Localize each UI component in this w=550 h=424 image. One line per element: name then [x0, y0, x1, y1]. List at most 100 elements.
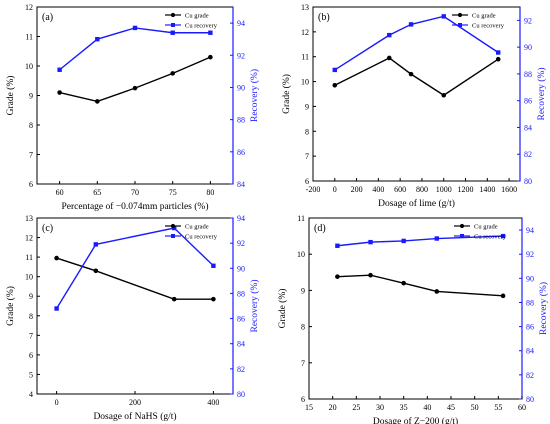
y2-tick-label: 86 [524, 97, 532, 106]
data-point-recovery [57, 67, 62, 72]
legend-label-recovery: Cu recovery [185, 23, 218, 30]
y-tick-label: 11 [25, 253, 33, 262]
x-tick-label: 400 [372, 185, 384, 194]
x-tick-label: 1600 [501, 185, 517, 194]
y2-tick-label: 84 [524, 123, 532, 132]
data-point-grade [54, 255, 59, 261]
y-tick-label: 10 [25, 273, 33, 282]
data-point-recovery [500, 233, 506, 239]
data-point-recovery [132, 25, 138, 31]
x-tick-label: 60 [518, 403, 526, 412]
y-tick-label: 11 [301, 53, 309, 62]
x-tick-label: 600 [394, 185, 406, 194]
y2-tick-label: 92 [237, 239, 245, 248]
x-tick-label: 20 [329, 403, 337, 412]
panel-1: 60 65 70 75 80 6 7 8 9 10 11 12 84 86 88 90 92 94 Percenta… [5, 3, 260, 212]
y2-tick-label: 94 [526, 226, 534, 235]
y-tick-label: 7 [305, 152, 309, 161]
legend-label-grade: Cu grade [185, 224, 209, 231]
plot-frame [312, 6, 521, 182]
series-line-grade [334, 57, 499, 97]
legend-label-grade: Cu grade [185, 13, 209, 20]
data-point-recovery [93, 242, 98, 247]
y2-tick-label: 86 [526, 323, 534, 332]
y-tick-label: 6 [305, 177, 309, 186]
x-axis-title: Percentage of −0.074mm particles (%) [61, 201, 208, 212]
y-tick-label: 7 [301, 359, 305, 368]
data-point-recovery [335, 243, 340, 248]
y-tick-label: 11 [297, 214, 305, 223]
data-point-recovery [208, 30, 213, 35]
y-tick-label: 4 [29, 390, 33, 399]
x-tick-label: 25 [352, 403, 360, 412]
y-tick-label: 12 [25, 3, 33, 12]
data-point-grade [368, 272, 373, 278]
y2-tick-label: 84 [526, 347, 534, 356]
x-tick-label: 40 [423, 403, 431, 412]
x-tick-label: 1000 [436, 185, 452, 194]
y2-tick-label: 84 [237, 340, 245, 349]
series-line-grade [337, 274, 504, 297]
legend-marker-grade [459, 223, 465, 229]
y2-tick-label: 86 [237, 148, 245, 157]
x-tick-label: 45 [447, 403, 455, 412]
x-tick-label: 50 [471, 403, 479, 412]
data-point-recovery [441, 14, 446, 19]
data-point-recovery [496, 50, 501, 55]
y2-tick-label: 82 [524, 150, 532, 159]
y-tick-label: 11 [25, 33, 33, 42]
series-line-grade [56, 257, 214, 300]
data-point-grade [500, 293, 506, 299]
y-tick-label: 10 [301, 78, 309, 87]
data-point-recovery [95, 36, 100, 42]
panel-label: (d) [314, 223, 326, 234]
series-line-recovery [59, 27, 211, 71]
y2-tick-label: 92 [237, 51, 245, 60]
plot-frame [36, 217, 234, 395]
y2-tick-label: 92 [526, 250, 534, 259]
x-tick-label: 30 [376, 403, 384, 412]
y2-tick-label: 80 [526, 395, 534, 404]
x-tick-label: 400 [207, 398, 219, 407]
y-tick-label: 6 [29, 351, 33, 360]
x-tick-label: 0 [333, 185, 337, 194]
y-tick-label: 7 [29, 151, 33, 160]
series-line-grade [59, 56, 211, 103]
x-tick-label: 15 [305, 403, 313, 412]
y2-tick-label: 88 [524, 70, 532, 79]
y2-tick-label: 94 [237, 19, 245, 28]
y2-axis-title: Recovery (%) [538, 282, 549, 335]
data-point-grade [332, 83, 338, 88]
legend-label-recovery: Cu recovery [185, 234, 218, 241]
y2-tick-label: 88 [526, 298, 534, 307]
y-tick-label: 8 [305, 127, 309, 136]
y-axis-title: Grade (%) [281, 74, 292, 114]
y-tick-label: 9 [29, 92, 33, 101]
y2-tick-label: 88 [237, 289, 245, 298]
data-point-grade [408, 71, 414, 77]
y2-tick-label: 94 [237, 214, 245, 223]
data-point-grade [93, 268, 99, 274]
y-tick-label: 8 [29, 312, 33, 321]
data-point-grade [208, 54, 213, 60]
y2-tick-label: 80 [237, 390, 245, 399]
data-point-recovery [401, 238, 406, 244]
data-point-recovery [387, 32, 392, 38]
y2-tick-label: 92 [524, 16, 532, 25]
y-tick-label: 7 [29, 331, 33, 340]
panel-label: (c) [42, 223, 53, 234]
y-tick-label: 12 [301, 28, 309, 37]
y-tick-label: 13 [301, 3, 309, 12]
x-tick-label: 1400 [479, 185, 495, 194]
legend-marker-grade [170, 12, 176, 18]
y-axis-title: Grade (%) [277, 289, 288, 329]
data-point-grade [211, 296, 216, 302]
data-point-recovery [172, 225, 177, 231]
y-tick-label: 6 [29, 180, 33, 189]
y2-axis-title: Recovery (%) [536, 67, 547, 120]
legend-marker-grade [170, 223, 176, 229]
panel-label: (b) [318, 12, 330, 23]
panel-3: 0 200 400 4 5 6 7 8 9 10 11 12 13 80 82 84 86 88 90 92 94 Dos… [5, 214, 260, 422]
legend-marker-recovery [458, 23, 462, 27]
legend-label-grade: Cu grade [474, 224, 498, 231]
